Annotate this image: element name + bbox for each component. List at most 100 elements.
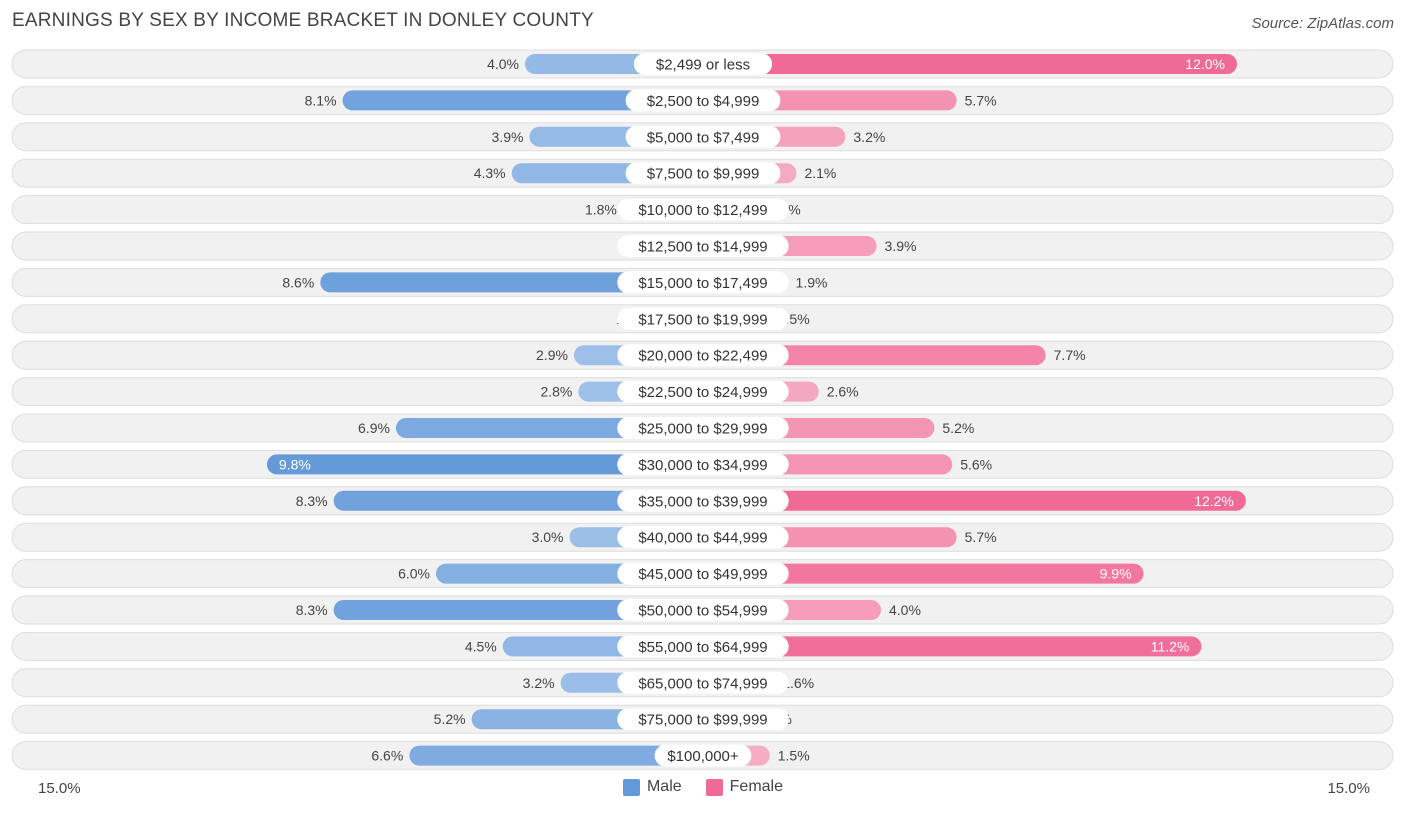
data-label-male: 8.6% xyxy=(282,274,314,290)
bar-row: 8.1% 5.7% $2,500 to $4,999 xyxy=(11,85,1394,115)
category-label-pill xyxy=(625,125,781,148)
data-label-male: 8.3% xyxy=(296,493,328,509)
data-label-male: 8.3% xyxy=(296,602,328,618)
data-label-male: 3.2% xyxy=(523,675,555,691)
data-label-female: 5.2% xyxy=(942,420,974,436)
data-label-male: 4.3% xyxy=(474,165,506,181)
category-label-pill xyxy=(617,271,789,294)
legend-item-male[interactable]: Male xyxy=(622,778,682,796)
category-label-pill xyxy=(625,89,781,112)
axis-min-label-left: 15.0% xyxy=(38,780,81,797)
data-label-male: 3.9% xyxy=(492,129,524,145)
data-label-male: 9.8% xyxy=(279,456,311,472)
bar-row: 6.0% 9.9% $45,000 to $49,999 xyxy=(11,559,1394,589)
category-label-pill xyxy=(617,453,789,476)
bar-row: 2.9% 7.7% $20,000 to $22,499 xyxy=(11,340,1394,370)
category-label: $75,000 to $99,999 xyxy=(638,712,767,729)
data-label-female: 1.5% xyxy=(778,748,810,764)
data-label-female: 12.0% xyxy=(1185,56,1225,72)
category-label: $2,500 to $4,999 xyxy=(647,93,760,110)
data-label-female: 5.7% xyxy=(965,92,997,108)
bar-male xyxy=(342,90,703,111)
bar-row: 8.3% 4.0% $50,000 to $54,999 xyxy=(11,595,1394,625)
category-label-pill xyxy=(617,235,789,257)
bar-male xyxy=(409,745,703,766)
data-label-male: 6.6% xyxy=(371,748,403,764)
category-label-pill xyxy=(617,526,789,549)
bar-male xyxy=(333,600,703,620)
category-label-pill xyxy=(617,344,789,367)
category-label-pill xyxy=(617,708,789,731)
data-label-female: 2.1% xyxy=(804,165,836,181)
data-label-male: 6.0% xyxy=(398,566,430,582)
source-credit: Source: ZipAtlas.com xyxy=(1251,15,1394,32)
category-label: $25,000 to $29,999 xyxy=(638,421,767,438)
category-label: $22,500 to $24,999 xyxy=(638,384,767,401)
category-label-pill xyxy=(617,489,789,512)
bar-row: 4.3% 2.1% $7,500 to $9,999 xyxy=(11,158,1394,188)
data-label-female: 3.2% xyxy=(853,129,885,145)
category-label: $45,000 to $49,999 xyxy=(638,566,767,583)
category-label-pill xyxy=(633,53,773,75)
data-label-female: 5.6% xyxy=(960,456,992,472)
category-label-pill xyxy=(617,417,789,439)
category-label: $2,499 or less xyxy=(656,57,750,74)
legend-label-female: Female xyxy=(729,778,784,795)
bar-row: 4.5% 11.2% $55,000 to $64,999 xyxy=(11,631,1394,661)
bar-row: 6.6% 1.5% $100,000+ xyxy=(11,741,1394,771)
legend-label-male: Male xyxy=(646,778,682,795)
data-label-female: 11.2% xyxy=(1151,638,1190,654)
bar-row: 2.8% 2.6% $22,500 to $24,999 xyxy=(11,377,1394,407)
category-label: $65,000 to $74,999 xyxy=(638,675,767,692)
category-label-pill xyxy=(617,635,789,658)
category-label-pill xyxy=(654,744,752,767)
bar-row: 9.8% 5.6% $30,000 to $34,999 xyxy=(11,449,1394,479)
bar-female xyxy=(703,54,1237,74)
data-label-female: 3.9% xyxy=(885,238,917,254)
category-label: $20,000 to $22,499 xyxy=(638,348,767,365)
category-label: $5,000 to $7,499 xyxy=(647,129,760,146)
data-label-female: 5.7% xyxy=(965,529,997,545)
axis-max-label-right: 15.0% xyxy=(1327,780,1370,797)
category-label: $40,000 to $44,999 xyxy=(638,530,767,547)
category-label: $100,000+ xyxy=(667,748,739,765)
bar-row: 3.2% 1.6% $65,000 to $74,999 xyxy=(11,668,1394,698)
bar-male xyxy=(333,490,703,511)
category-label: $15,000 to $17,499 xyxy=(638,275,767,292)
data-label-male: 2.8% xyxy=(540,384,572,400)
data-label-male: 4.5% xyxy=(465,638,497,654)
data-label-female: 7.7% xyxy=(1054,347,1086,363)
bar-row: 8.3% 12.2% $35,000 to $39,999 xyxy=(11,486,1394,516)
data-label-female: 2.6% xyxy=(827,384,859,400)
bar-female xyxy=(703,563,1144,584)
legend-item-female[interactable]: Female xyxy=(705,778,784,796)
legend: Male Female xyxy=(0,778,1406,796)
data-label-male: 4.0% xyxy=(487,56,519,72)
category-label-pill xyxy=(617,307,789,330)
data-label-female: 12.2% xyxy=(1194,493,1234,509)
category-label-pill xyxy=(625,162,781,185)
data-label-female: 1.6% xyxy=(782,675,814,691)
legend-swatch-female xyxy=(705,778,723,796)
category-label-pill xyxy=(617,198,789,221)
category-label: $10,000 to $12,499 xyxy=(638,202,767,219)
data-label-male: 5.2% xyxy=(434,711,466,727)
category-label: $17,500 to $19,999 xyxy=(638,311,767,328)
category-label: $30,000 to $34,999 xyxy=(638,457,767,474)
bar-row: 0.73%3.9%$12,500 to $14,999 xyxy=(11,231,1394,261)
data-label-male: 2.9% xyxy=(536,347,568,363)
chart-area: 4.0% 12.0% $2,499 or less 8.1% 5.7% $2,500 to… xyxy=(11,49,1394,771)
bar-female xyxy=(703,490,1246,511)
data-label-female: 4.0% xyxy=(889,602,921,618)
category-label-pill xyxy=(617,671,789,694)
bar-female xyxy=(703,345,1046,366)
data-label-male: 8.1% xyxy=(305,92,337,108)
data-label-male: 3.0% xyxy=(532,529,564,545)
category-label: $35,000 to $39,999 xyxy=(638,493,767,510)
bar-row: 3.0% 5.7% $40,000 to $44,999 xyxy=(11,522,1394,552)
bar-row: 4.0% 12.0% $2,499 or less xyxy=(11,49,1394,79)
category-label-pill xyxy=(617,380,789,403)
category-label: $50,000 to $54,999 xyxy=(638,603,767,620)
bar-male xyxy=(320,272,703,293)
data-label-male: 6.9% xyxy=(358,420,390,436)
